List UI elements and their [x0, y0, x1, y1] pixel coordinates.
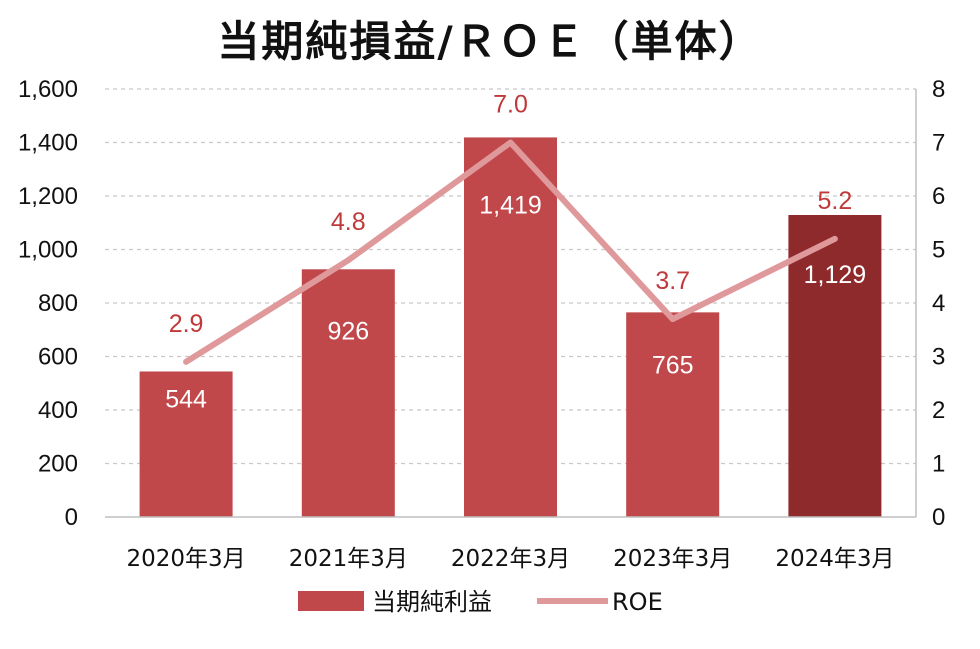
y-left-tick-label: 1,200	[18, 183, 78, 210]
roe-value-label: 2.9	[169, 310, 204, 338]
bar	[788, 214, 882, 517]
y-right-tick-label: 7	[932, 130, 945, 157]
y-right-tick-label: 1	[932, 451, 945, 478]
roe-value-label: 3.7	[655, 267, 690, 295]
y-left-tick-label: 200	[38, 451, 78, 478]
bar	[464, 137, 557, 518]
bar-value-label: 544	[165, 385, 207, 413]
x-tick-label: 2023年3月	[613, 546, 732, 572]
bar	[139, 371, 233, 517]
y-right-tick-label: 0	[932, 504, 945, 531]
y-right-tick-label: 5	[932, 237, 945, 264]
y-right-tick-label: 2	[932, 397, 945, 424]
y-left-tick-label: 600	[38, 344, 78, 371]
bar-value-label: 1,129	[804, 261, 867, 289]
roe-value-label: 4.8	[331, 208, 366, 236]
bar-value-label: 1,419	[479, 191, 542, 219]
x-tick-label: 2020年3月	[127, 546, 246, 572]
x-tick-label: 2022年3月	[451, 546, 570, 572]
y-right-tick-label: 8	[932, 76, 945, 103]
legend-bar-label: 当期純利益	[372, 588, 492, 616]
roe-line	[183, 139, 838, 365]
legend-bar-swatch	[298, 591, 364, 611]
y-left-tick-label: 400	[38, 397, 78, 424]
x-tick-label: 2024年3月	[775, 546, 894, 572]
roe-value-label: 5.2	[818, 187, 853, 215]
grid-layer	[105, 88, 916, 465]
y-right-tick-label: 3	[932, 344, 945, 371]
chart-title: 当期純損益/ＲＯＥ（単体）	[217, 17, 763, 66]
x-tick-label: 2021年3月	[289, 546, 408, 572]
bar	[626, 312, 720, 517]
y-right-tick-label: 4	[932, 290, 945, 317]
roe-value-label: 7.0	[493, 91, 528, 119]
y-left-tick-label: 1,400	[18, 130, 78, 157]
bar	[301, 269, 395, 517]
bar-value-label: 926	[327, 317, 369, 345]
bar-value-label: 765	[652, 351, 694, 379]
y-right-tick-label: 6	[932, 183, 945, 210]
y-left-tick-label: 800	[38, 290, 78, 317]
line-layer	[183, 139, 838, 365]
legend: 当期純利益 ROE	[298, 588, 663, 616]
labels-layer: 544 926 1,419 765 1,129 2.9 4.8 7.0 3.7 5.2	[165, 91, 866, 414]
bars-layer	[139, 137, 882, 518]
legend-line-label: ROE	[612, 588, 663, 616]
y-left-tick-label: 1,600	[18, 76, 78, 103]
y-left-tick-label: 0	[65, 504, 78, 531]
axis-layer: 0 200 400 600 800 1,000 1,200 1,400 1,600 0 1 2 3 4 5 6…	[18, 76, 945, 572]
y-left-tick-label: 1,000	[18, 237, 78, 264]
